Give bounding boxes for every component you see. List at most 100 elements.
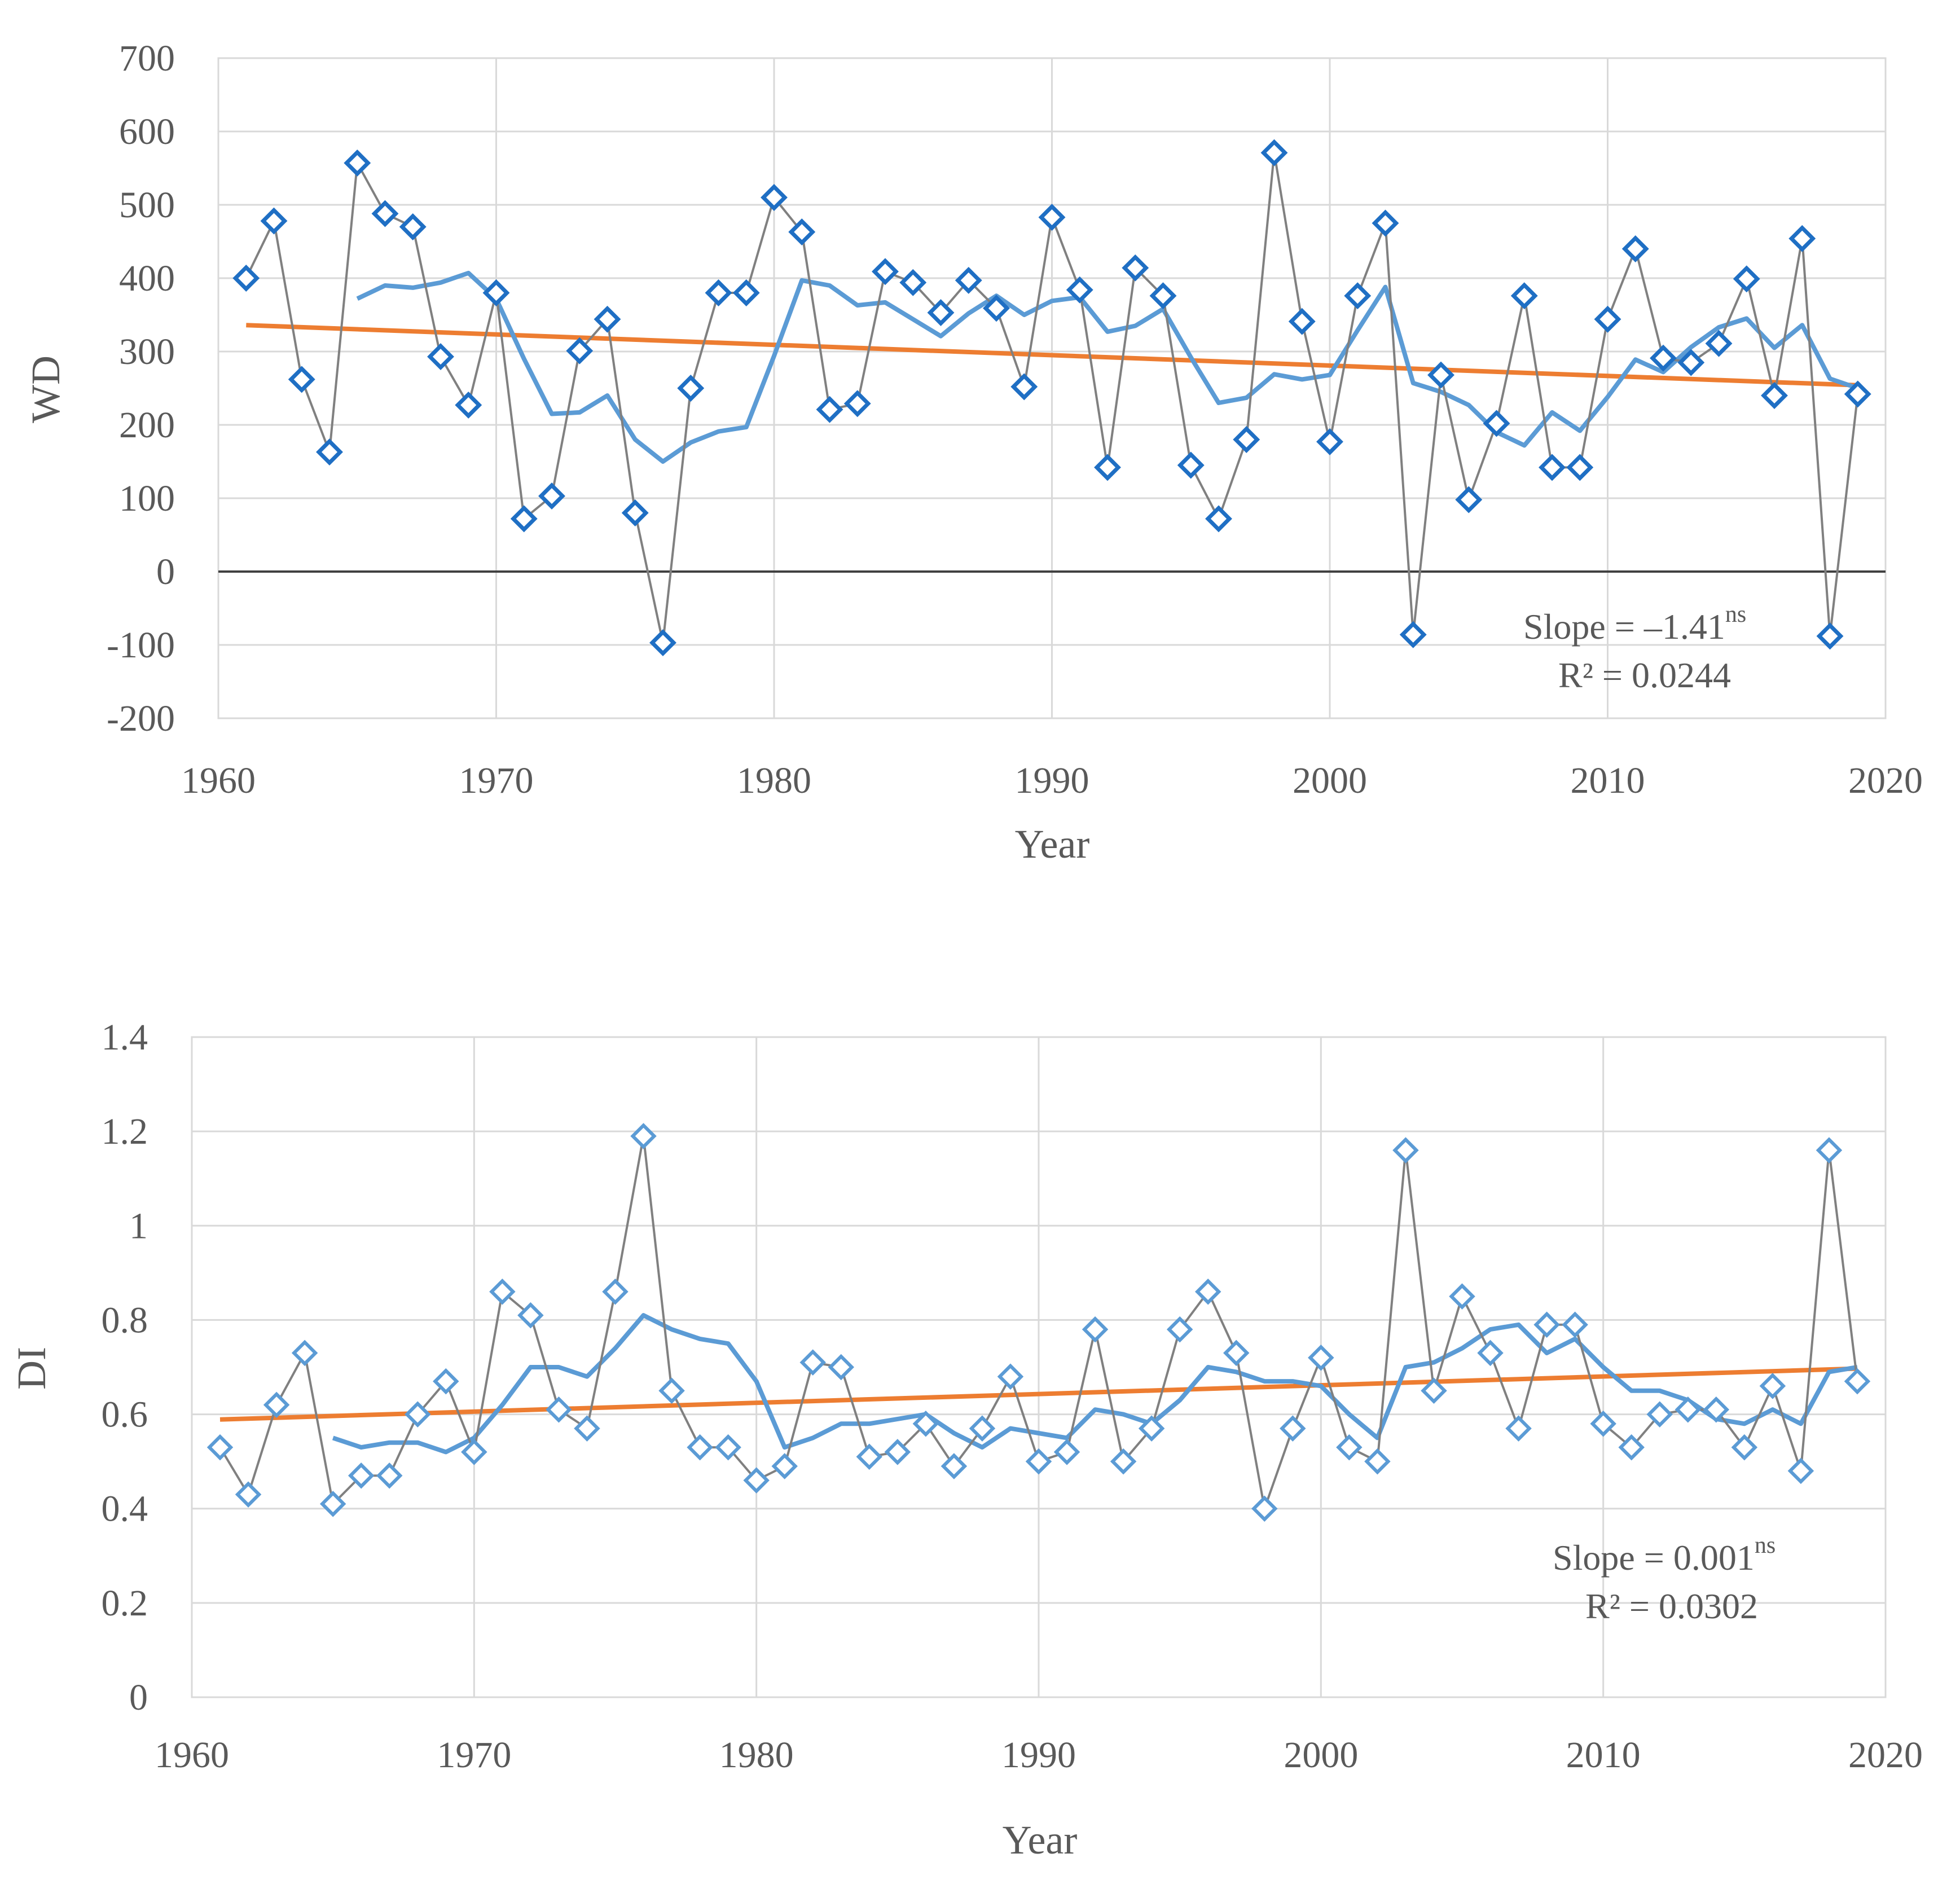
wd-data-point [788, 218, 816, 246]
wd-data-point [872, 258, 899, 286]
wd-gridlines [217, 57, 1887, 719]
di-data-point [1082, 1316, 1109, 1343]
di-data-point [1844, 1368, 1871, 1395]
di-data-point [546, 1396, 572, 1423]
wd-x-tick-label: 1970 [459, 760, 534, 801]
wd-data-point [1844, 380, 1871, 408]
di-x-tick-label: 1990 [1001, 1734, 1076, 1776]
di-data-point [1166, 1316, 1193, 1343]
di-data-point [658, 1377, 685, 1404]
wd-data-point [1372, 209, 1399, 237]
wd-data-point [983, 295, 1010, 322]
di-data-point [715, 1434, 741, 1461]
wd-data-point [843, 390, 871, 418]
di-y-tick-label: 1.4 [102, 1017, 148, 1058]
wd-data-point [566, 337, 594, 364]
di-data-point [319, 1491, 346, 1517]
wd-data-point [371, 200, 399, 227]
di-data-point [828, 1354, 855, 1381]
di-data-point [602, 1279, 629, 1305]
wd-y-tick-label: -200 [107, 698, 175, 739]
wd-r2-annotation: R² = 0.0244 [1558, 655, 1731, 695]
di-r2-annotation: R² = 0.0302 [1585, 1586, 1758, 1626]
di-data-point [1138, 1415, 1165, 1442]
wd-x-tick-labels: 1960 1970 1980 1990 2000 2010 2020 [181, 760, 1923, 801]
di-trend-line [219, 1366, 1858, 1422]
di-y-tick-label: 0.4 [102, 1488, 148, 1530]
wd-data-point [1122, 254, 1149, 282]
di-slope-significance: ns [1755, 1532, 1776, 1558]
wd-y-tick-label: 600 [119, 111, 175, 152]
wd-data-point [927, 299, 955, 327]
wd-data-markers [232, 139, 1871, 657]
di-data-point [291, 1340, 318, 1367]
di-x-tick-label: 1970 [437, 1734, 511, 1776]
di-data-point [1787, 1457, 1814, 1485]
di-data-point [771, 1453, 798, 1479]
wd-data-point [1399, 621, 1427, 648]
di-data-point [856, 1443, 883, 1470]
wd-y-tick-label: 300 [119, 331, 175, 372]
wd-data-point [1510, 282, 1538, 310]
wd-y-tick-label: -100 [107, 625, 175, 666]
di-y-tick-labels: 0 0.2 0.4 0.6 0.8 1 1.2 1.4 [102, 1017, 148, 1718]
di-data-point [1590, 1411, 1616, 1437]
wd-data-point [1010, 373, 1038, 401]
wd-data-point [1733, 265, 1760, 293]
di-y-axis-title: DI [9, 1347, 54, 1390]
di-data-point [1505, 1415, 1532, 1442]
di-y-tick-label: 1.2 [102, 1111, 148, 1152]
di-data-point [1364, 1448, 1391, 1475]
wd-data-point [705, 279, 732, 306]
di-data-markers [206, 1123, 1871, 1522]
di-data-point [1759, 1373, 1786, 1399]
di-trend-polyline [219, 1366, 1858, 1422]
wd-data-point [1316, 428, 1343, 455]
wd-x-tick-label: 1990 [1015, 760, 1089, 801]
wd-y-tick-label: 200 [119, 405, 175, 446]
di-data-point [630, 1123, 657, 1149]
di-data-point [206, 1434, 234, 1461]
di-data-point [574, 1415, 600, 1442]
di-data-point [1703, 1396, 1730, 1423]
wd-y-tick-label: 700 [119, 38, 175, 79]
di-y-tick-label: 0.2 [102, 1583, 148, 1624]
wd-data-point [1816, 622, 1844, 650]
wd-data-point [955, 266, 982, 294]
di-data-point [1336, 1434, 1363, 1461]
wd-x-tick-label: 2020 [1848, 760, 1923, 801]
di-data-point [1308, 1345, 1334, 1371]
wd-data-point [1427, 361, 1454, 389]
di-data-point [884, 1439, 911, 1465]
wd-data-point [1066, 276, 1093, 304]
di-y-tick-label: 0.8 [102, 1299, 148, 1341]
wd-y-tick-labels: -200 -100 0 100 200 300 400 500 600 700 [107, 38, 175, 739]
di-data-point [799, 1349, 826, 1376]
wd-data-point [1788, 225, 1816, 252]
di-slope-text: Slope = 0.001 [1553, 1538, 1755, 1578]
wd-data-point [899, 269, 927, 296]
wd-data-point [260, 207, 288, 235]
di-data-point [433, 1368, 459, 1395]
di-data-point [1223, 1340, 1250, 1367]
di-x-tick-label: 2010 [1566, 1734, 1641, 1776]
wd-data-point [677, 375, 705, 402]
di-data-point [743, 1467, 770, 1494]
wd-data-point [1539, 454, 1566, 481]
di-data-point [348, 1462, 375, 1489]
di-data-point [489, 1279, 516, 1305]
wd-x-tick-label: 1960 [181, 760, 256, 801]
wd-data-point [455, 391, 482, 419]
di-data-point [1533, 1311, 1560, 1338]
wd-data-point [732, 279, 760, 306]
di-data-point [1618, 1434, 1645, 1461]
di-data-point [912, 1411, 939, 1437]
di-data-point [1816, 1137, 1843, 1163]
di-moving-average-polyline [332, 1313, 1858, 1455]
di-data-point [1562, 1311, 1588, 1338]
wd-data-point [1094, 454, 1121, 481]
di-x-axis-title: Year [1003, 1817, 1078, 1863]
wd-data-point [288, 366, 315, 393]
di-y-tick-label: 0 [129, 1677, 148, 1718]
di-data-point [1053, 1439, 1080, 1465]
